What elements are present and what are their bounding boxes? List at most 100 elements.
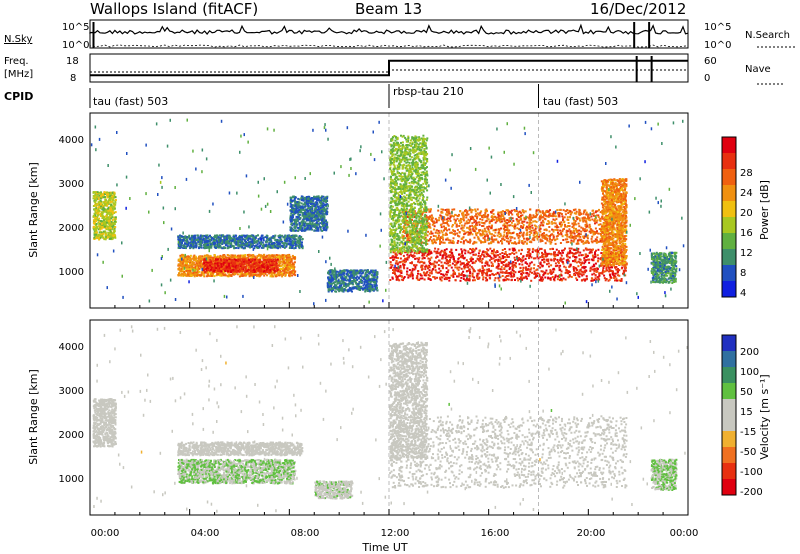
cell-2 xyxy=(242,263,244,265)
cell-1 xyxy=(265,256,267,258)
cell-0 xyxy=(100,204,102,206)
freq-unit-label: [MHz] xyxy=(4,69,33,80)
cell-1 xyxy=(186,260,188,262)
cell-0 xyxy=(110,217,112,219)
cell-1 xyxy=(200,260,202,262)
cell-2 xyxy=(223,258,225,260)
cell-1 xyxy=(180,263,182,265)
nave-top-tick: 60 xyxy=(704,56,717,67)
cell-1 xyxy=(284,275,286,277)
cell-0 xyxy=(109,214,111,216)
power-heatmap xyxy=(91,113,684,308)
cell-1 xyxy=(185,262,187,264)
cell-0 xyxy=(112,219,114,221)
cell-0 xyxy=(93,222,95,224)
cell-0 xyxy=(112,209,114,211)
cell-2 xyxy=(263,270,265,272)
cell-1 xyxy=(237,255,239,257)
cell-2 xyxy=(236,271,238,273)
cell-0 xyxy=(107,234,109,236)
cell-2 xyxy=(272,267,274,269)
cell-1 xyxy=(194,258,196,260)
cell-1 xyxy=(185,266,187,268)
cell-2 xyxy=(213,268,215,270)
cell-1 xyxy=(211,275,213,277)
cell-0 xyxy=(94,194,96,196)
cell-2 xyxy=(236,262,238,264)
cell-1 xyxy=(283,273,285,275)
cell-2 xyxy=(239,263,241,265)
cell-1 xyxy=(194,266,196,268)
cell-2 xyxy=(269,271,271,273)
cell-1 xyxy=(188,271,190,273)
cell-1 xyxy=(196,258,198,260)
cell-1 xyxy=(200,274,202,276)
cell-0 xyxy=(105,200,107,202)
nsky-top-tick: 10^5 xyxy=(62,22,89,33)
cell-2 xyxy=(254,271,256,273)
freq-top-tick: 18 xyxy=(66,56,79,67)
nsky-layer xyxy=(90,22,688,48)
cell-3 xyxy=(265,241,267,243)
cell-2 xyxy=(274,258,276,260)
cell-0 xyxy=(115,216,117,218)
cell-2 xyxy=(245,266,247,268)
cell-2 xyxy=(210,269,212,271)
cell-2 xyxy=(238,259,240,261)
cell-2 xyxy=(219,260,221,262)
cell-0 xyxy=(113,207,115,209)
cpid-label: CPID xyxy=(4,90,33,103)
cell-1 xyxy=(252,256,254,258)
cell-0 xyxy=(101,223,103,225)
cell-1 xyxy=(289,272,291,274)
cell-3 xyxy=(242,238,244,240)
cell-3 xyxy=(296,241,298,243)
cell-0 xyxy=(96,237,98,239)
cell-1 xyxy=(239,275,241,277)
cell-0 xyxy=(110,197,112,199)
cell-0 xyxy=(114,219,116,221)
cell-2 xyxy=(253,269,255,271)
cell-0 xyxy=(115,196,117,198)
cell-0 xyxy=(108,212,110,214)
cell-2 xyxy=(212,265,214,267)
cell-0 xyxy=(106,218,108,220)
cell-1 xyxy=(280,268,282,270)
cell-0 xyxy=(105,238,107,240)
cell-2 xyxy=(258,267,260,269)
cell-0 xyxy=(110,238,112,240)
cell-0 xyxy=(98,210,100,212)
cell-2 xyxy=(214,261,216,263)
cell-2 xyxy=(258,264,260,266)
cell-0 xyxy=(106,222,108,224)
cell-2 xyxy=(238,266,240,268)
cell-2 xyxy=(267,266,269,268)
cell-2 xyxy=(240,260,242,262)
cell-1 xyxy=(189,262,191,264)
freq-spike-1 xyxy=(651,56,653,82)
cell-0 xyxy=(108,229,110,231)
cell-3 xyxy=(262,235,264,237)
cell-0 xyxy=(93,226,95,228)
cell-0 xyxy=(107,208,109,210)
freq-layer xyxy=(90,56,688,82)
cell-0 xyxy=(114,223,116,225)
cell-1 xyxy=(280,256,282,258)
cell-1 xyxy=(190,268,192,270)
cell-1 xyxy=(195,273,197,275)
cell-2 xyxy=(215,258,217,260)
cell-1 xyxy=(258,275,260,277)
cell-0 xyxy=(109,229,111,231)
cell-2 xyxy=(254,259,256,261)
cell-2 xyxy=(270,264,272,266)
nsky-spike-0 xyxy=(92,22,94,48)
cell-2 xyxy=(259,269,261,271)
cell-0 xyxy=(104,226,106,228)
cell-3 xyxy=(285,246,287,248)
cell-1 xyxy=(225,256,227,258)
freq-bottom-tick: 8 xyxy=(70,73,76,84)
cell-2 xyxy=(262,262,264,264)
cell-3 xyxy=(301,245,303,247)
cell-2 xyxy=(248,264,250,266)
cell-0 xyxy=(97,215,99,217)
